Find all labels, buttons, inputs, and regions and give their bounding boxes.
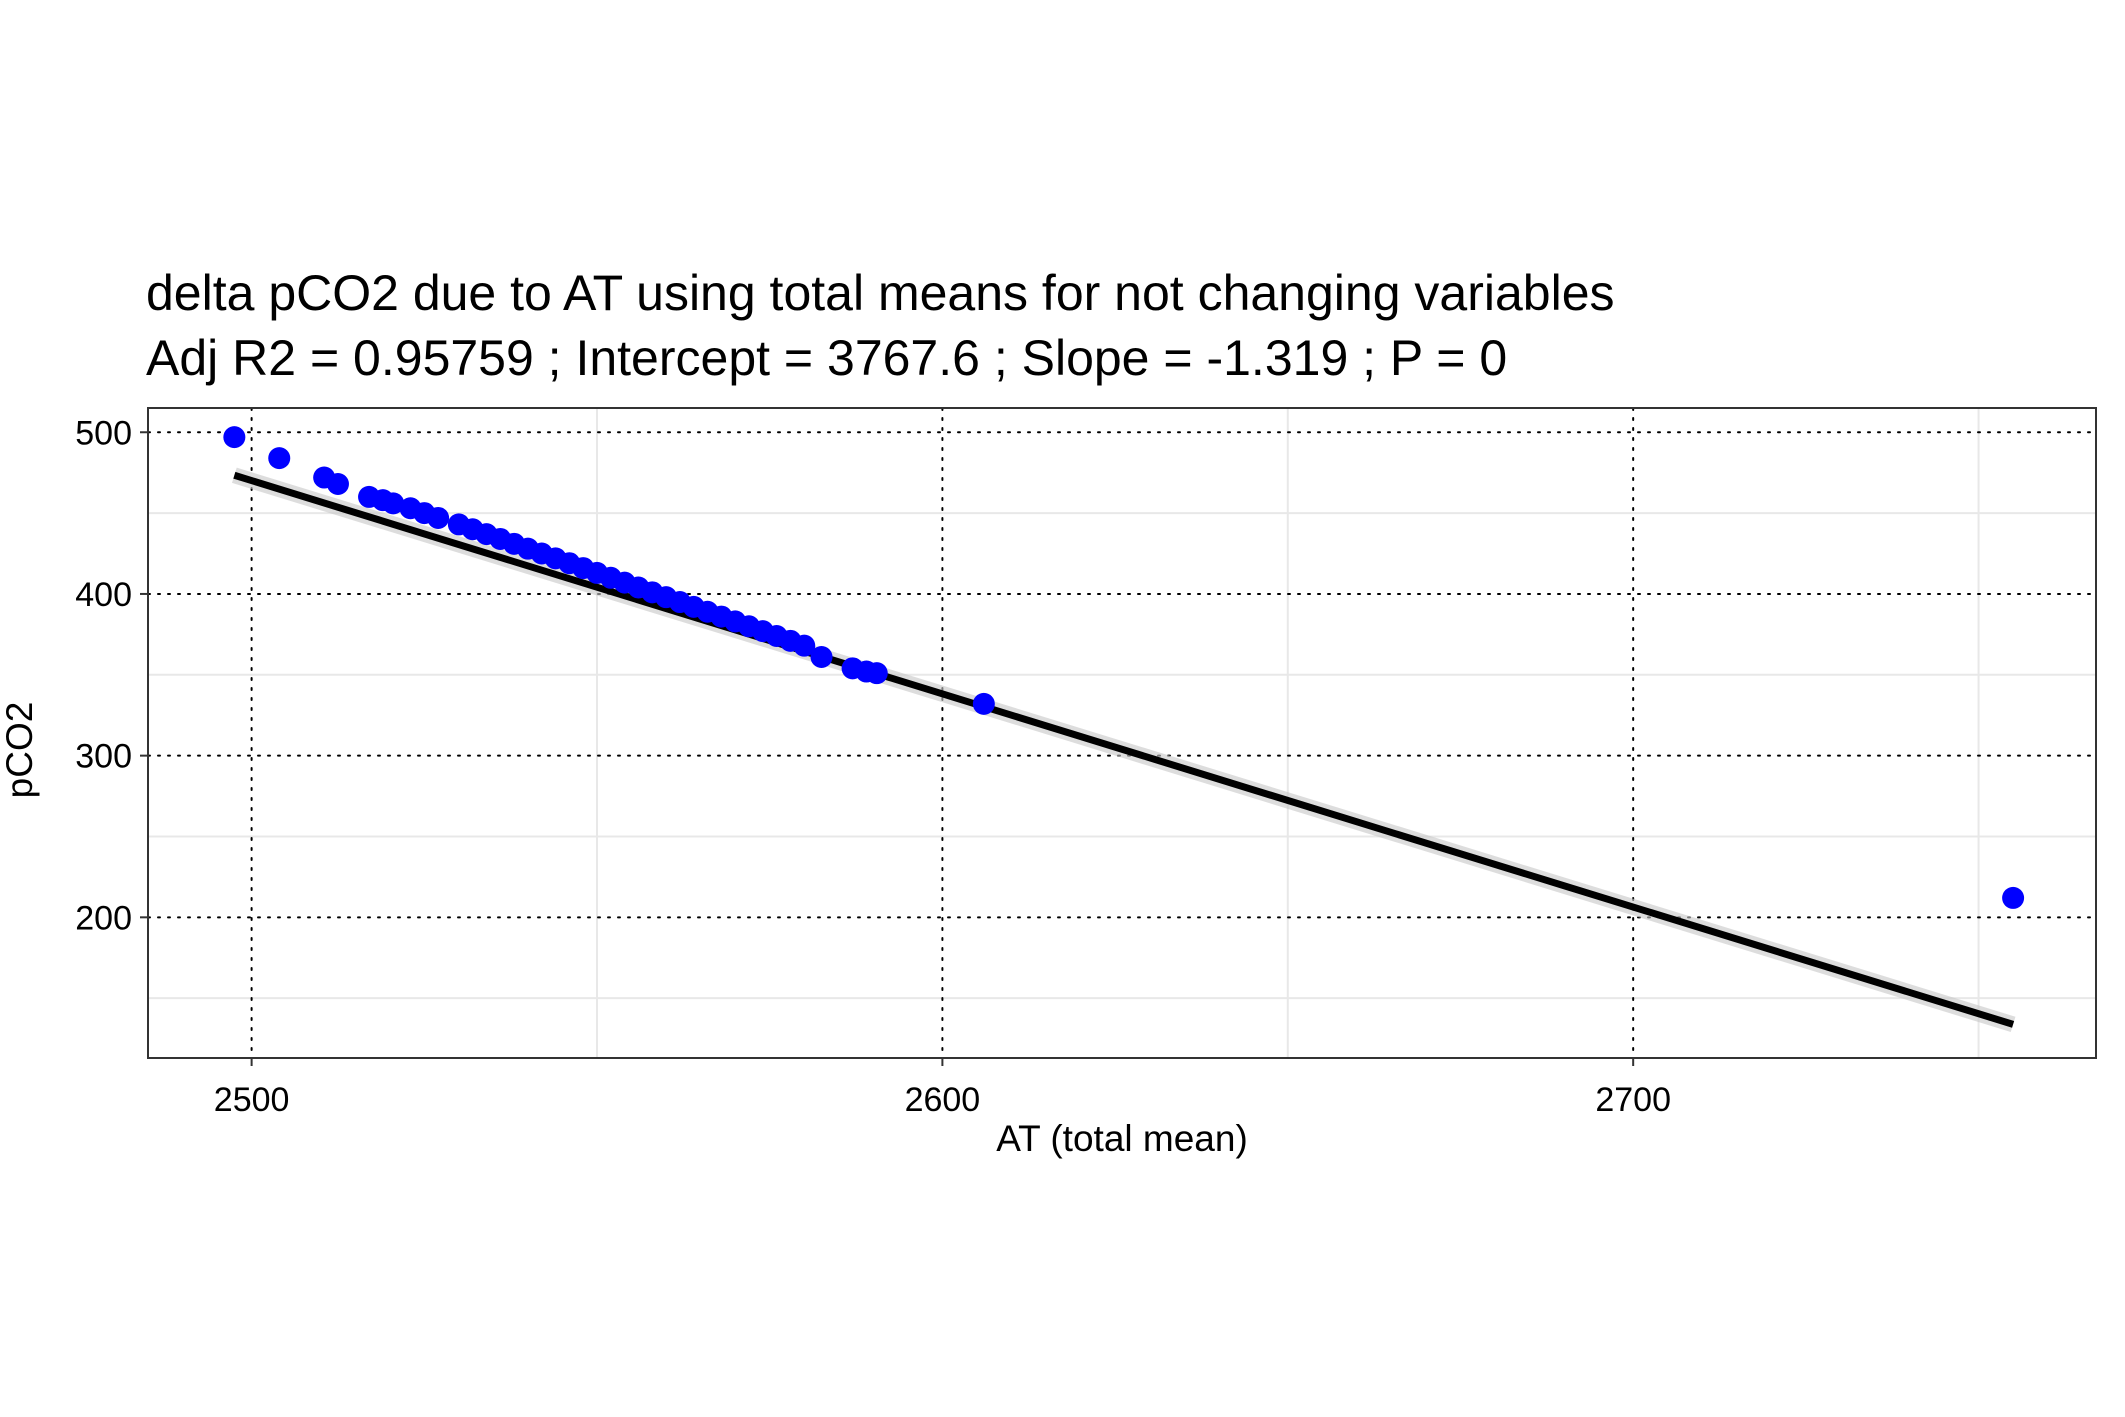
chart-subtitle: Adj R2 = 0.95759 ; Intercept = 3767.6 ; … — [146, 330, 1507, 386]
x-tick-label: 2600 — [905, 1081, 981, 1119]
data-point — [972, 692, 995, 715]
y-axis-title: pCO2 — [0, 702, 40, 799]
plot-border — [147, 407, 2097, 1059]
x-tick-label: 2700 — [1595, 1081, 1671, 1119]
minor-grid — [148, 408, 2096, 1058]
data-point — [865, 662, 888, 685]
regression-line — [233, 471, 2015, 1028]
y-tick-label: 200 — [75, 899, 132, 937]
data-point — [326, 472, 349, 495]
y-tick-label: 400 — [75, 576, 132, 614]
x-tick-label: 2500 — [214, 1081, 290, 1119]
data-point — [427, 506, 450, 529]
data-point — [382, 492, 405, 515]
points-layer — [223, 426, 2025, 909]
data-point — [2002, 886, 2025, 909]
y-tick-label: 500 — [75, 414, 132, 452]
data-point — [793, 634, 816, 657]
chart-title: delta pCO2 due to AT using total means f… — [146, 265, 1615, 321]
y-tick-label: 300 — [75, 738, 132, 776]
regression-layer — [231, 467, 2016, 1033]
data-point — [223, 426, 246, 449]
major-grid — [147, 407, 2097, 1059]
x-axis-title: AT (total mean) — [996, 1118, 1248, 1159]
y-axis: 200 300 400 500 — [75, 414, 148, 937]
x-axis: 2500 2600 2700 — [214, 1058, 1671, 1119]
data-point — [268, 447, 291, 470]
data-point — [810, 646, 833, 669]
